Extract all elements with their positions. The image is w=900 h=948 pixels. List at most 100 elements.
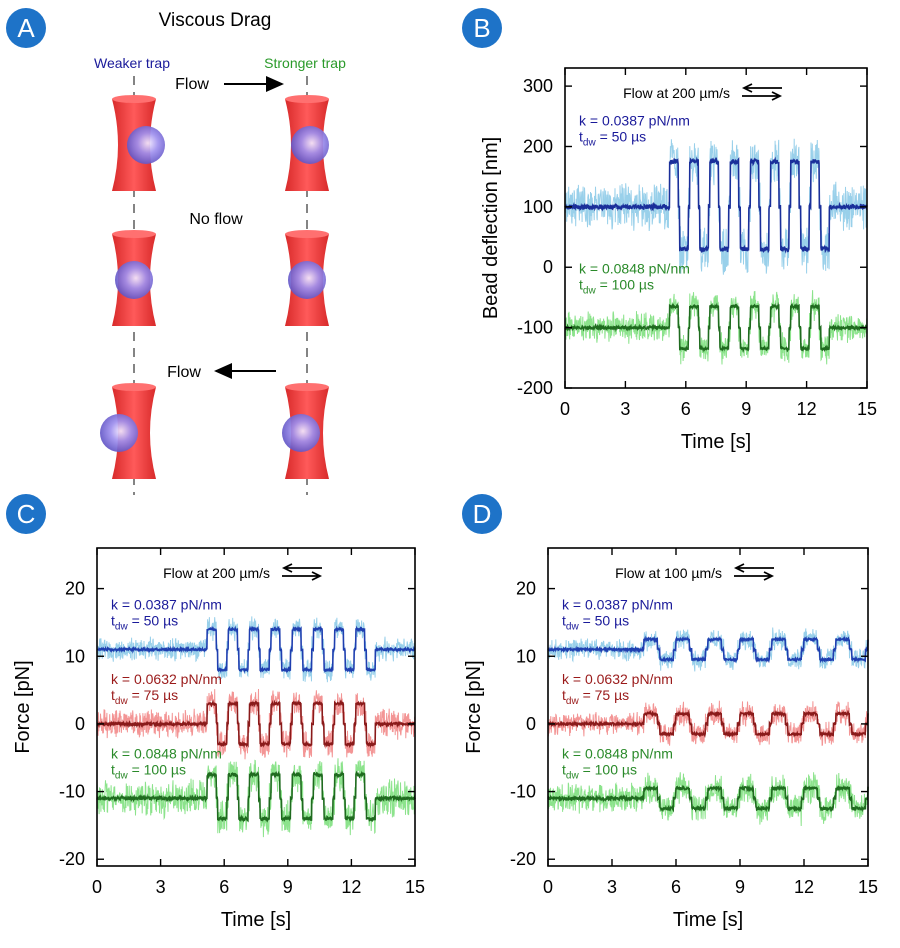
panel-c-series-1-filtered-trace [96,625,416,674]
panel-b-series-2-k-label: k = 0.0848 pN/nm [579,260,690,276]
panel-d-plot-frame [547,547,869,867]
weaker-trap-label: Weaker trap [94,55,170,71]
flow-left-label: Flow [167,364,201,381]
panel-d-ytick-label-2: 0 [526,714,536,734]
panel-d-flow-right-arrow [734,571,775,581]
panel-c-series-3-tdw-label: tdw = 100 µs [111,761,186,781]
panel-b-xtick-label-2: 6 [681,399,691,419]
panel-b-flow-left-arrow [741,83,782,93]
optical-trap-cap-2 [285,95,329,103]
bead-2 [291,126,329,164]
panel-b-xtick-label-3: 9 [741,399,751,419]
panel-b-flow-right-arrow [742,91,783,101]
panel-d-ytick-label-3: 10 [516,646,536,666]
panel-b-series-2-tdw-label: tdw = 100 µs [579,276,654,296]
bead-1 [127,126,165,164]
panel-b-series-1-tdw-label: tdw = 50 µs [579,128,646,148]
panel-c-ytick-label-2: 0 [75,714,85,734]
panel-d-series-2-k-label: k = 0.0632 pN/nm [562,671,673,687]
panel-d-series-2-tdw-label: tdw = 75 µs [562,687,629,707]
panel-d-xtick-label-3: 9 [735,877,745,897]
panel-b-ytick-label-1: -100 [517,318,553,338]
panel-badge-d: D [462,494,502,534]
panel-c-y-axis-label: Force [pN] [12,660,34,753]
panel-d-y-axis-label: Force [pN] [463,660,485,753]
panel-c-xtick-label-0: 0 [92,877,102,897]
panel-b-series-1-filtered-trace [564,156,868,254]
panel-c-x-axis-label: Time [s] [221,909,291,931]
panel-c-plot-frame [96,547,416,867]
panel-c-series-3-k-label: k = 0.0848 pN/nm [111,745,222,761]
flow-right-label: Flow [175,76,209,93]
panel-d-series-3-filtered-trace [547,784,869,814]
panel-d-series-1-k-label: k = 0.0387 pN/nm [562,596,673,612]
panel-b-ytick-label-4: 200 [523,136,553,156]
panel-b-ytick-label-3: 100 [523,197,553,217]
panel-b-ytick-label-2: 0 [543,257,553,277]
no-flow-label: No flow [189,211,243,228]
stronger-trap-label: Stronger trap [264,55,346,71]
panel-badge-c: C [6,494,46,534]
panel-b-xtick-label-5: 15 [857,399,877,419]
bead-5 [100,414,138,452]
panel-b-plot-frame [564,67,868,389]
bead-6 [282,414,320,452]
panel-d-ytick-label-4: 20 [516,579,536,599]
viscous-drag-title: Viscous Drag [159,10,272,31]
panel-c-ytick-label-1: -10 [59,782,85,802]
optical-trap-cap-4 [285,230,329,238]
panel-d-series-1-tdw-label: tdw = 50 µs [562,612,629,632]
panel-b-series-1-raw-trace [564,138,868,275]
panel-c-series-2-k-label: k = 0.0632 pN/nm [111,671,222,687]
panel-d-series-3-k-label: k = 0.0848 pN/nm [562,745,673,761]
panel-b-xtick-label-4: 12 [797,399,817,419]
panel-d-series-1-raw-trace [547,627,869,672]
panel-d-series-1-filtered-trace [547,635,869,664]
panel-c-series-1-k-label: k = 0.0387 pN/nm [111,596,222,612]
panel-d-ytick-label-1: -10 [510,782,536,802]
panel-b-xtick-label-1: 3 [620,399,630,419]
bead-3 [115,261,153,299]
panel-d-ytick-label-0: -20 [510,849,536,869]
panel-c-xtick-label-1: 3 [156,877,166,897]
panel-b-ytick-label-0: -200 [517,378,553,398]
bead-4 [288,261,326,299]
panel-c-xtick-label-2: 6 [219,877,229,897]
panel-c-xtick-label-3: 9 [283,877,293,897]
panel-d-xtick-label-4: 12 [794,877,814,897]
panel-d-xtick-label-2: 6 [671,877,681,897]
panel-c-xtick-label-5: 15 [405,877,425,897]
panel-c-ytick-label-0: -20 [59,849,85,869]
panel-d-xtick-label-1: 3 [607,877,617,897]
optical-trap-cap-5 [112,383,156,391]
panel-b-x-axis-label: Time [s] [681,431,751,453]
panel-badge-a: A [6,8,46,48]
panel-badge-b: B [462,8,502,48]
panel-c-ytick-label-4: 20 [65,579,85,599]
panel-c-ytick-label-3: 10 [65,646,85,666]
panel-b-y-axis-label: Bead deflection [nm] [480,137,502,319]
panel-b-xtick-label-0: 0 [560,399,570,419]
panel-d-x-axis-label: Time [s] [673,909,743,931]
panel-c-flow-label: Flow at 200 µm/s [163,565,270,581]
panel-b-series-1-k-label: k = 0.0387 pN/nm [579,112,690,128]
optical-trap-cap-6 [285,383,329,391]
panel-d-series-2-filtered-trace [547,709,869,739]
panel-c-series-3-filtered-trace [96,770,416,823]
panel-c-series-2-tdw-label: tdw = 75 µs [111,687,178,707]
panel-b-flow-label: Flow at 200 µm/s [623,85,730,101]
panel-b-ytick-label-5: 300 [523,76,553,96]
optical-trap-cap-3 [112,230,156,238]
panel-c-series-3-raw-trace [96,758,416,838]
optical-trap-cap-1 [112,95,156,103]
panel-b-series-2-raw-trace [564,290,868,365]
panel-c-flow-left-arrow [281,563,322,573]
panel-d-flow-left-arrow [733,563,774,573]
panel-d-xtick-label-0: 0 [543,877,553,897]
panel-c-flow-right-arrow [282,571,323,581]
panel-c-series-1-tdw-label: tdw = 50 µs [111,612,178,632]
